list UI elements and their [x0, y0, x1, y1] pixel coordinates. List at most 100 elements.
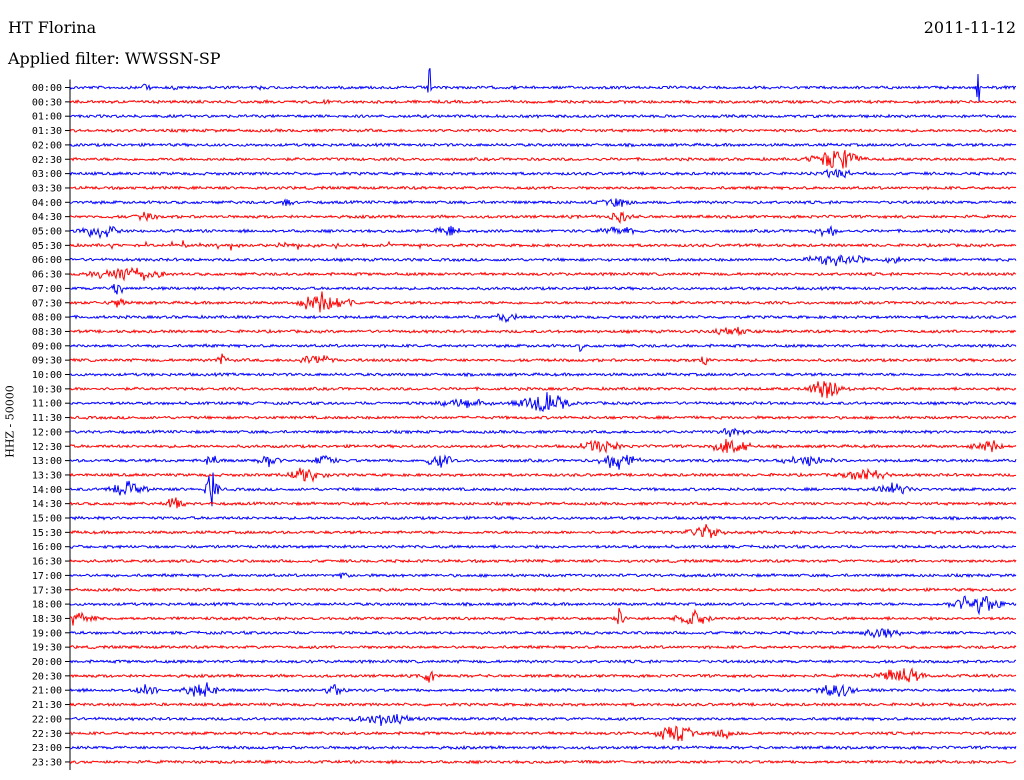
time-tick-label: 17:30	[32, 585, 62, 596]
time-tick-label: 04:00	[32, 198, 62, 209]
time-tick-label: 20:00	[32, 657, 62, 668]
time-tick-label: 22:00	[32, 714, 62, 725]
trace-line-1900	[69, 628, 1017, 639]
time-tick-label: 23:00	[32, 743, 62, 754]
time-tick-label: 00:00	[32, 83, 62, 94]
trace-line-2100	[69, 682, 1017, 697]
trace-line-2130	[69, 701, 1017, 708]
trace-line-0900	[69, 343, 1017, 353]
time-tick-label: 21:30	[32, 700, 62, 711]
time-tick-label: 06:00	[32, 255, 62, 266]
time-tick-label: 11:00	[32, 399, 62, 410]
trace-line-1930	[69, 644, 1017, 650]
trace-line-0730	[69, 291, 1017, 313]
trace-line-0500	[69, 225, 1017, 240]
trace-line-1430	[69, 497, 1017, 509]
trace-line-1230	[69, 438, 1017, 454]
time-tick-label: 16:30	[32, 557, 62, 568]
time-tick-label: 14:30	[32, 499, 62, 510]
time-tick-label: 20:30	[32, 671, 62, 682]
time-tick-label: 09:00	[32, 341, 62, 352]
trace-line-1600	[69, 543, 1017, 550]
trace-line-2000	[69, 658, 1017, 665]
time-tick-label: 12:30	[32, 442, 62, 453]
time-tick-label: 07:30	[32, 298, 62, 309]
trace-line-1830	[69, 607, 1017, 626]
time-tick-label: 13:30	[32, 470, 62, 481]
time-tick-label: 06:30	[32, 270, 62, 281]
trace-line-0400	[69, 198, 1017, 207]
time-tick-label: 04:30	[32, 212, 62, 223]
trace-line-1630	[69, 558, 1017, 564]
trace-line-0130	[69, 127, 1017, 134]
time-tick-label: 02:00	[32, 140, 62, 151]
trace-line-2030	[69, 667, 1017, 683]
trace-line-1330	[69, 467, 1017, 483]
trace-line-2230	[69, 725, 1017, 742]
trace-line-1500	[69, 515, 1017, 521]
trace-line-0600	[69, 254, 1017, 267]
trace-line-1100	[69, 392, 1017, 413]
trace-line-1200	[69, 427, 1017, 438]
time-tick-label: 01:00	[32, 112, 62, 123]
time-tick-label: 09:30	[32, 356, 62, 367]
time-tick-label: 15:00	[32, 514, 62, 525]
trace-line-0630	[69, 266, 1017, 282]
trace-line-1730	[69, 587, 1017, 593]
time-tick-label: 16:00	[32, 542, 62, 553]
time-tick-label: 02:30	[32, 155, 62, 166]
time-tick-label: 05:00	[32, 227, 62, 238]
filter-label: Applied filter: WWSSN-SP	[8, 49, 221, 68]
time-tick-label: 19:30	[32, 643, 62, 654]
trace-line-0230	[69, 149, 1017, 169]
station-title: HT Florina	[8, 18, 97, 37]
trace-line-0430	[69, 210, 1017, 225]
time-tick-label: 03:00	[32, 169, 62, 180]
trace-line-0530	[69, 240, 1017, 251]
time-tick-label: 19:00	[32, 628, 62, 639]
trace-line-1530	[69, 524, 1017, 539]
time-tick-label: 10:00	[32, 370, 62, 381]
trace-line-0800	[69, 312, 1017, 324]
time-tick-label: 15:30	[32, 528, 62, 539]
time-tick-label: 12:00	[32, 427, 62, 438]
time-tick-label: 11:30	[32, 413, 62, 424]
trace-line-1030	[69, 381, 1017, 399]
trace-line-1400	[69, 472, 1017, 507]
trace-line-2330	[69, 759, 1017, 765]
time-tick-label: 18:00	[32, 600, 62, 611]
time-tick-label: 13:00	[32, 456, 62, 467]
time-tick-label: 23:30	[32, 757, 62, 768]
trace-line-0200	[69, 142, 1017, 148]
time-tick-label: 00:30	[32, 97, 62, 108]
trace-line-1800	[69, 595, 1017, 616]
trace-line-0100	[69, 113, 1017, 119]
trace-line-0030	[69, 98, 1017, 105]
trace-line-2300	[69, 744, 1017, 751]
trace-line-0000	[69, 68, 1017, 102]
trace-line-1300	[69, 454, 1017, 470]
date-label: 2011-11-12	[923, 18, 1016, 37]
time-tick-label: 14:00	[32, 485, 62, 496]
trace-line-0930	[69, 353, 1017, 366]
time-tick-label: 10:30	[32, 384, 62, 395]
time-tick-label: 01:30	[32, 126, 62, 137]
time-tick-label: 08:00	[32, 313, 62, 324]
time-tick-label: 21:00	[32, 686, 62, 697]
time-tick-label: 17:00	[32, 571, 62, 582]
trace-line-0700	[69, 283, 1017, 295]
trace-line-1000	[69, 371, 1017, 378]
trace-line-0830	[69, 326, 1017, 337]
time-tick-label: 05:30	[32, 241, 62, 252]
time-tick-label: 18:30	[32, 614, 62, 625]
trace-line-0300	[69, 168, 1017, 179]
time-tick-label: 08:30	[32, 327, 62, 338]
time-tick-label: 22:30	[32, 729, 62, 740]
trace-line-2200	[69, 714, 1017, 727]
trace-line-1700	[69, 572, 1017, 579]
time-tick-label: 07:00	[32, 284, 62, 295]
trace-line-0330	[69, 185, 1017, 191]
time-tick-label: 03:30	[32, 183, 62, 194]
trace-line-1130	[69, 414, 1017, 421]
